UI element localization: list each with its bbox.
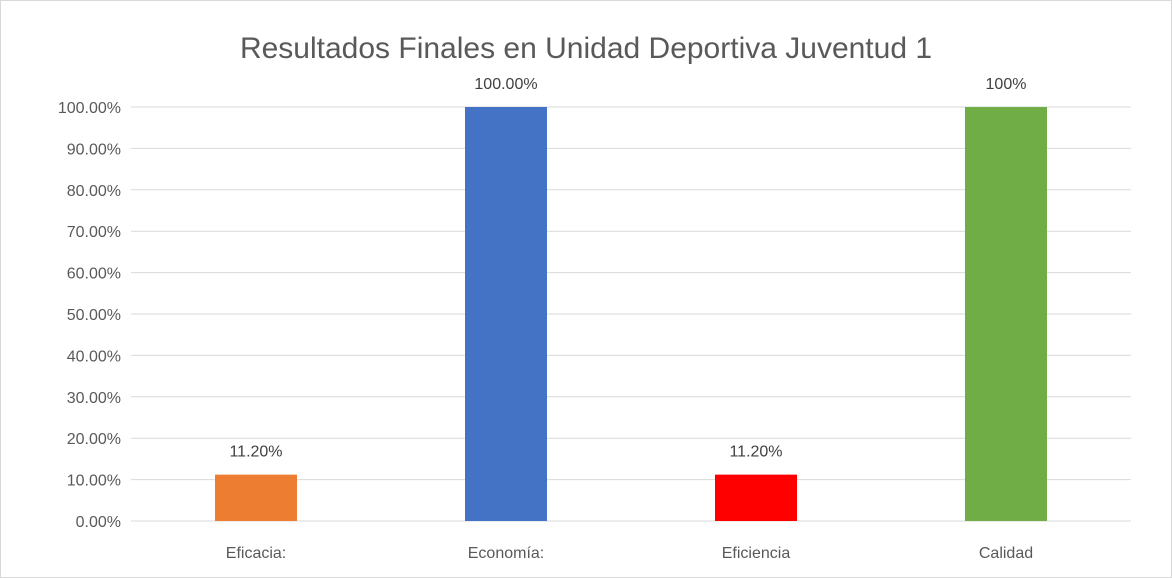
bar-1 xyxy=(215,474,297,521)
gridlines xyxy=(131,106,1131,522)
data-label: 100.00% xyxy=(474,76,537,93)
y-tick-label: 40.00% xyxy=(67,348,121,365)
data-label: 11.20% xyxy=(729,444,782,461)
y-tick-label: 30.00% xyxy=(67,390,121,407)
y-tick-label: 50.00% xyxy=(67,307,121,324)
y-tick-label: 100.00% xyxy=(58,100,121,117)
category-label: Eficacia: xyxy=(226,545,286,562)
x-axis-categories: Eficacia: Economía: Eficiencia Calidad xyxy=(226,545,1033,562)
category-label: Eficiencia xyxy=(722,545,791,562)
bar-3 xyxy=(715,474,797,521)
category-label: Calidad xyxy=(979,545,1033,562)
data-label: 100% xyxy=(986,76,1027,93)
y-tick-label: 90.00% xyxy=(67,141,121,158)
y-tick-label: 60.00% xyxy=(67,266,121,283)
y-axis-ticks: 0.00% 10.00% 20.00% 30.00% 40.00% 50.00% 60.00… xyxy=(58,100,121,531)
data-label: 11.20% xyxy=(229,444,282,461)
category-label: Economía: xyxy=(468,545,544,562)
bars xyxy=(215,107,1047,521)
data-labels: 11.20% 100.00% 11.20% 100% xyxy=(229,76,1026,461)
y-tick-label: 80.00% xyxy=(67,183,121,200)
y-tick-label: 10.00% xyxy=(67,473,121,490)
y-tick-label: 20.00% xyxy=(67,431,121,448)
bar-2 xyxy=(465,107,547,521)
chart-title: Resultados Finales en Unidad Deportiva J… xyxy=(240,32,932,65)
y-tick-label: 70.00% xyxy=(67,224,121,241)
y-tick-label: 0.00% xyxy=(76,514,121,531)
bar-4 xyxy=(965,107,1047,521)
